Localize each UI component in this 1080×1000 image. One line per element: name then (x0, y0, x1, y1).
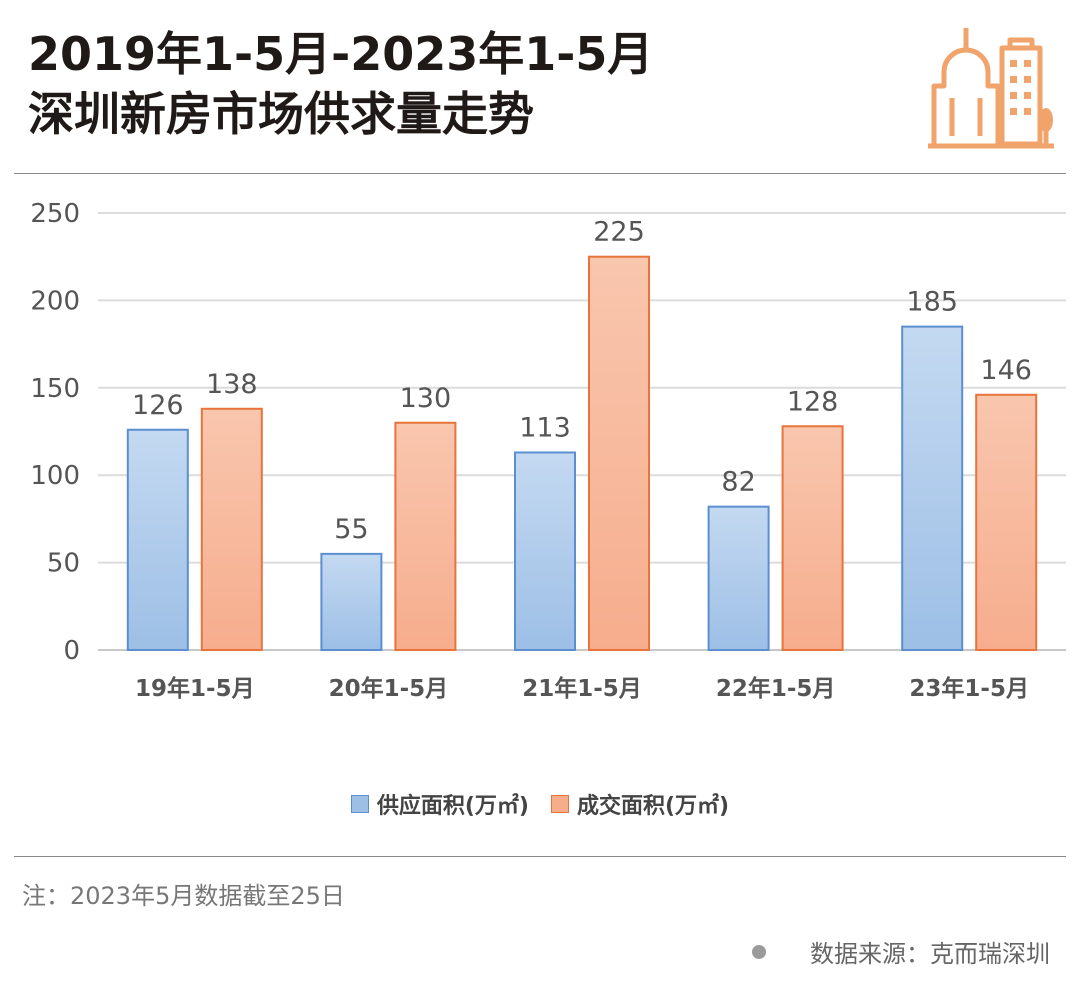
bar-chart: 0 50 100 150 200 250 126 138 19年1-5月 55 130 20年1-5月… (30, 199, 1066, 702)
title-line-1: 2019年1-5月-2023年1-5月 (28, 27, 654, 81)
title-line-2: 深圳新房市场供求量走势 (28, 87, 534, 141)
y-tick-label: 100 (30, 461, 80, 491)
x-tick-label: 22年1-5月 (716, 675, 836, 702)
data-label-deal: 128 (787, 386, 839, 417)
footnote: 注：2023年5月数据截至25日 (22, 882, 345, 910)
chart-title: 2019年1-5月-2023年1-5月 深圳新房市场供求量走势 (28, 24, 908, 144)
y-tick-label: 50 (47, 549, 80, 579)
bar-deal (588, 255, 650, 651)
footer-divider (14, 856, 1066, 857)
y-tick-label: 200 (30, 286, 80, 316)
y-tick-label: 150 (30, 374, 80, 404)
x-tick-label: 23年1-5月 (909, 675, 1029, 702)
data-label-deal: 130 (400, 383, 452, 414)
legend-label-deal: 成交面积(万㎡) (577, 794, 730, 819)
legend-item-supply: 供应面积(万㎡) (350, 788, 529, 820)
bar-deal (975, 393, 1038, 651)
x-tick-label: 20年1-5月 (329, 675, 449, 702)
legend-item-deal: 成交面积(万㎡) (551, 788, 729, 820)
bar-deal (200, 407, 263, 651)
bar-supply (126, 428, 189, 651)
data-label-supply: 126 (132, 390, 184, 421)
data-label-supply: 55 (334, 514, 368, 545)
x-tick-label: 19年1-5月 (135, 675, 255, 702)
data-label-deal: 138 (206, 369, 258, 400)
data-label-deal: 225 (593, 217, 645, 248)
header-divider (14, 173, 1066, 174)
bar-supply (707, 505, 770, 651)
legend-label-supply: 供应面积(万㎡) (376, 794, 529, 819)
data-label-deal: 146 (980, 355, 1032, 386)
x-tick-label: 21年1-5月 (522, 675, 642, 702)
bar-deal (394, 421, 457, 651)
data-label-supply: 185 (906, 287, 958, 318)
legend-swatch-deal (551, 795, 569, 813)
building-icon (928, 28, 1054, 149)
bar-supply (514, 451, 576, 652)
bar-supply (320, 552, 383, 651)
legend-swatch-supply (350, 795, 369, 813)
y-tick-label: 0 (63, 636, 80, 666)
data-label-supply: 82 (721, 467, 755, 498)
bar-deal (781, 425, 844, 651)
data-source: 数据来源：克而瑞深圳 (752, 934, 1050, 969)
bar-supply (901, 325, 964, 651)
bullet-dot-icon (752, 944, 766, 959)
y-tick-label: 250 (30, 199, 80, 229)
data-source-text: 数据来源：克而瑞深圳 (810, 940, 1050, 968)
data-label-supply: 113 (519, 412, 571, 443)
legend: 供应面积(万㎡) 成交面积(万㎡) (0, 788, 1080, 820)
